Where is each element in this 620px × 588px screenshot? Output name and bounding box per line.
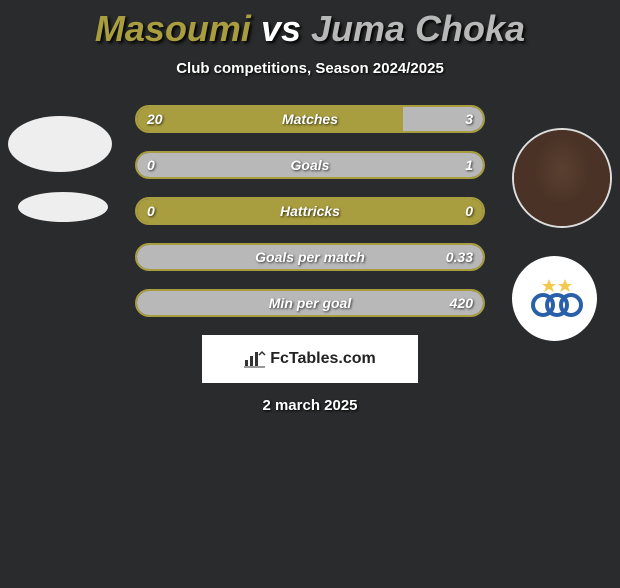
- bar-right-value: 0: [465, 203, 473, 219]
- vs-word: vs: [261, 8, 301, 49]
- player2-avatar: [512, 128, 612, 228]
- comparison-title: Masoumi vs Juma Choka: [0, 8, 620, 50]
- bar-left-value: 20: [147, 111, 163, 127]
- bar-right-value: 3: [465, 111, 473, 127]
- bar-label: Goals: [291, 157, 330, 173]
- branding-text: FcTables.com: [270, 350, 376, 368]
- stat-bar-row: 420 Min per goal: [135, 289, 485, 317]
- player1-club-badge: [18, 192, 108, 222]
- comparison-bars: 20 3 Matches 0 1 Goals 0 0 Hattricks 0.33 Goals pe…: [135, 105, 485, 317]
- stat-bar-row: 0 1 Goals: [135, 151, 485, 179]
- bar-left-value: 0: [147, 203, 155, 219]
- stat-bar-row: 20 3 Matches: [135, 105, 485, 133]
- bar-right-value: 420: [450, 295, 473, 311]
- bar-label: Goals per match: [255, 249, 365, 265]
- bar-right-value: 1: [465, 157, 473, 173]
- club-badge-icon: [525, 269, 585, 329]
- player1-name: Masoumi: [95, 8, 251, 49]
- date-label: 2 march 2025: [0, 397, 620, 414]
- stat-bar-row: 0.33 Goals per match: [135, 243, 485, 271]
- bar-label: Min per goal: [269, 295, 351, 311]
- stat-bar-row: 0 0 Hattricks: [135, 197, 485, 225]
- bar-left-fill: [137, 107, 403, 131]
- branding-box: FcTables.com: [202, 335, 418, 383]
- bar-right-value: 0.33: [446, 249, 473, 265]
- bar-label: Matches: [282, 111, 338, 127]
- right-avatars: [512, 128, 612, 341]
- subtitle: Club competitions, Season 2024/2025: [0, 60, 620, 77]
- player2-club-badge: [512, 256, 597, 341]
- bar-label: Hattricks: [280, 203, 340, 219]
- player2-name: Juma Choka: [311, 8, 525, 49]
- bar-left-value: 0: [147, 157, 155, 173]
- player1-avatar: [8, 116, 112, 172]
- left-avatars: [8, 116, 112, 222]
- bar-chart-icon: [244, 350, 266, 368]
